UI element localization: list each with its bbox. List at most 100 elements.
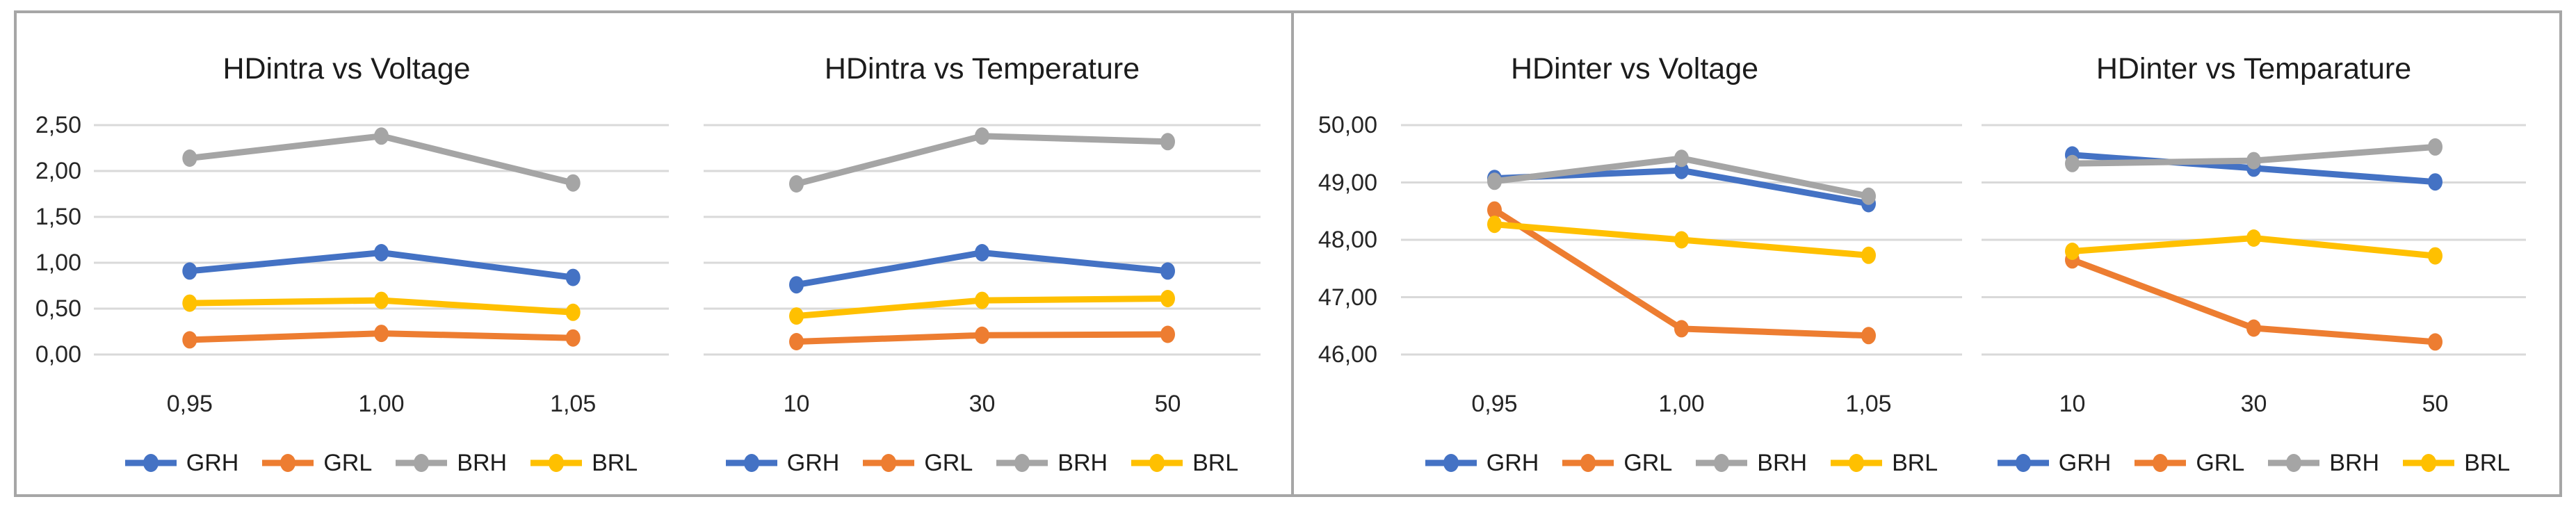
- legend-line-marker-icon: [1997, 454, 2049, 472]
- legend-item-GRH: GRH: [124, 450, 239, 476]
- legend-line-marker-icon: [262, 454, 314, 472]
- legend-label: BRL: [1892, 450, 1938, 476]
- data-point-GRH: [374, 244, 389, 261]
- data-point-BRL: [1160, 290, 1175, 307]
- y-axis-tick-label: 1,00: [35, 250, 81, 276]
- data-point-BRH: [1160, 133, 1175, 151]
- data-point-GRL: [789, 333, 804, 350]
- x-axis-tick-label: 0,95: [166, 391, 213, 417]
- data-point-GRL: [1861, 327, 1876, 345]
- legend-item-GRH: GRH: [1997, 451, 2111, 475]
- y-axis-tick-labels: 50,00 49,00 48,00 47,00 46,00: [1307, 113, 1377, 366]
- data-point-BRH: [565, 174, 581, 192]
- legend-line-marker-icon: [996, 454, 1048, 472]
- data-point-BRL: [565, 303, 581, 321]
- x-axis-tick-label: 50: [1154, 391, 1181, 417]
- legend-line-marker-icon: [1562, 454, 1614, 472]
- plot-area: [1401, 124, 1962, 356]
- data-point-BRL: [374, 291, 389, 309]
- data-point-BRL: [789, 307, 804, 325]
- y-axis-tick-label: 47,00: [1318, 284, 1377, 311]
- chart-title: HDinter vs Voltage: [1510, 52, 1759, 86]
- legend-item-BRL: BRL: [2403, 451, 2510, 475]
- legend-item-GRL: GRL: [1562, 451, 1672, 475]
- data-point-BRH: [975, 127, 989, 145]
- y-axis-tick-label: 1,50: [35, 204, 81, 230]
- legend-line-marker-icon: [1131, 454, 1183, 472]
- legend-label: BRL: [592, 450, 638, 476]
- legend-line-marker-icon: [1696, 454, 1748, 472]
- data-point-BRH: [2246, 152, 2261, 170]
- data-point-BRL: [975, 291, 989, 309]
- legend-item-BRH: BRH: [2268, 451, 2379, 475]
- chart-hdintra-vs-voltage[interactable]: HDintra vs Voltage 2,50 2,00 1,50 1,00 0,50 0…: [24, 14, 669, 494]
- chart-canvas: [1982, 124, 2526, 356]
- legend-line-marker-icon: [1831, 454, 1883, 472]
- x-axis-tick-label: 1,05: [1845, 391, 1892, 417]
- y-axis-tick-label: 49,00: [1318, 169, 1377, 196]
- chart-title: HDintra vs Temperature: [824, 52, 1140, 86]
- data-point-GRL: [975, 326, 989, 344]
- data-point-BRL: [1674, 231, 1689, 249]
- legend-label: BRL: [2464, 450, 2511, 476]
- x-axis-tick-label: 50: [2422, 391, 2449, 417]
- legend-item-BRL: BRL: [1831, 451, 1938, 475]
- data-point-BRL: [2428, 247, 2443, 265]
- legend-label: GRL: [924, 450, 973, 476]
- legend-line-marker-icon: [2403, 454, 2455, 472]
- legend-line-marker-icon: [2268, 454, 2320, 472]
- data-point-BRH: [374, 127, 389, 145]
- data-point-BRH: [789, 175, 804, 193]
- data-point-GRH: [182, 262, 197, 280]
- chart-hdintra-vs-temperature[interactable]: HDintra vs Temperature 10 30 50 GRH GRL BRH B…: [704, 14, 1261, 494]
- y-axis-tick-label: 48,00: [1318, 227, 1377, 253]
- legend: GRH GRL BRH BRL: [94, 446, 669, 480]
- legend-item-GRL: GRL: [2134, 451, 2244, 475]
- legend-item-GRL: GRL: [262, 451, 372, 475]
- data-point-BRL: [182, 294, 197, 312]
- chart-canvas: [704, 124, 1261, 356]
- legend: GRH GRL BRH BRL: [1982, 446, 2526, 480]
- legend-label: BRH: [457, 450, 508, 476]
- data-point-GRL: [1160, 325, 1175, 343]
- y-axis-tick-label: 2,00: [35, 158, 81, 184]
- legend-label: GRH: [186, 450, 239, 476]
- legend-label: BRH: [1058, 450, 1108, 476]
- data-point-GRL: [182, 331, 197, 349]
- chart-hdinter-vs-temparature[interactable]: HDinter vs Temparature 10 30 50 GRH GRL BRH B…: [1982, 14, 2526, 494]
- y-axis-tick-label: 0,50: [35, 295, 81, 322]
- legend-label: GRH: [786, 450, 840, 476]
- chart-canvas: [94, 124, 669, 356]
- x-axis-tick-label: 1,00: [358, 391, 405, 417]
- data-point-GRL: [1674, 320, 1689, 338]
- x-axis-tick-label: 10: [783, 391, 810, 417]
- data-point-BRH: [1861, 187, 1876, 205]
- legend-item-GRH: GRH: [725, 450, 840, 476]
- legend-item-BRH: BRH: [396, 451, 507, 475]
- chart-title: HDinter vs Temparature: [2096, 52, 2412, 86]
- data-point-BRL: [2065, 243, 2080, 260]
- data-point-GRL: [374, 325, 389, 343]
- x-axis-tick-label: 10: [2059, 391, 2086, 417]
- data-point-GRH: [1674, 161, 1689, 179]
- legend-item-GRL: GRL: [863, 451, 973, 475]
- data-point-GRL: [2428, 333, 2443, 351]
- y-axis-tick-label: 0,00: [35, 341, 81, 368]
- y-axis-tick-label: 50,00: [1318, 112, 1377, 138]
- legend-item-BRL: BRL: [1131, 451, 1238, 475]
- legend-line-marker-icon: [863, 454, 915, 472]
- legend-label: GRH: [1486, 450, 1539, 476]
- x-axis-tick-labels: 10 30 50: [704, 389, 1261, 418]
- chart-hdinter-vs-voltage[interactable]: HDinter vs Voltage 50,00 49,00 48,00 47,00 4…: [1307, 14, 1962, 494]
- x-axis-tick-labels: 10 30 50: [1982, 389, 2526, 418]
- legend-item-BRH: BRH: [996, 451, 1108, 475]
- legend-line-marker-icon: [725, 454, 777, 472]
- data-point-GRH: [1160, 262, 1175, 280]
- data-point-BRL: [2246, 229, 2261, 247]
- data-point-GRL: [565, 329, 581, 347]
- y-axis-tick-label: 46,00: [1318, 341, 1377, 368]
- panel-divider-line: [1291, 10, 1294, 497]
- figure-outer-border: [14, 10, 2562, 497]
- data-point-BRH: [1674, 149, 1689, 168]
- data-point-GRH: [2428, 173, 2443, 191]
